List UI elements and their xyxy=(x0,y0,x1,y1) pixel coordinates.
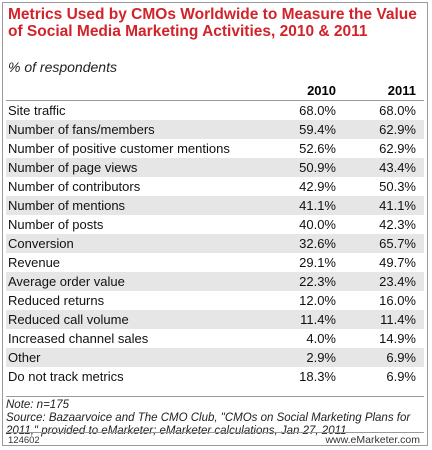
table-row: Reduced returns 12.0% 16.0% xyxy=(6,291,424,310)
value-2011: 62.9% xyxy=(379,141,416,156)
value-2010: 32.6% xyxy=(299,236,336,251)
value-2010: 40.0% xyxy=(299,217,336,232)
table-row: Increased channel sales 4.0% 14.9% xyxy=(6,329,424,348)
value-2010: 52.6% xyxy=(299,141,336,156)
table-row: Average order value 22.3% 23.4% xyxy=(6,272,424,291)
value-2010: 29.1% xyxy=(299,255,336,270)
value-2011: 68.0% xyxy=(379,103,416,118)
value-2010: 2.9% xyxy=(306,350,336,365)
note-text: Note: n=175 xyxy=(6,399,69,411)
table-row: Number of positive customer mentions 52.6… xyxy=(6,139,424,158)
value-2011: 23.4% xyxy=(379,274,416,289)
table-row: Number of fans/members 59.4% 62.9% xyxy=(6,120,424,139)
row-label: Conversion xyxy=(8,236,74,251)
row-label: Number of posts xyxy=(8,217,104,232)
table-row: Number of page views 50.9% 43.4% xyxy=(6,158,424,177)
row-label: Number of fans/members xyxy=(8,122,155,137)
table-row: Number of posts 40.0% 42.3% xyxy=(6,215,424,234)
chart-footnote: Note: n=175 Source: Bazaarvoice and The … xyxy=(6,396,424,438)
value-2010: 41.1% xyxy=(299,198,336,213)
row-label: Reduced call volume xyxy=(8,312,129,327)
data-table: 2010 2011 Site traffic 68.0% 68.0% Number o… xyxy=(6,82,424,386)
value-2010: 11.4% xyxy=(300,312,336,327)
table-body: Site traffic 68.0% 68.0% Number of fans/mem… xyxy=(6,101,424,386)
table-row: Number of mentions 41.1% 41.1% xyxy=(6,196,424,215)
row-label: Reduced returns xyxy=(8,293,105,308)
value-2011: 65.7% xyxy=(379,236,416,251)
row-label: Number of positive customer mentions xyxy=(8,141,230,156)
value-2011: 62.9% xyxy=(379,122,416,137)
row-label: Other xyxy=(8,350,41,365)
row-label: Average order value xyxy=(8,274,125,289)
value-2011: 50.3% xyxy=(379,179,416,194)
value-2011: 42.3% xyxy=(379,217,416,232)
row-label: Number of contributors xyxy=(8,179,141,194)
chart-title: Metrics Used by CMOs Worldwide to Measur… xyxy=(8,6,417,40)
row-label: Revenue xyxy=(8,255,61,270)
table-row: Other 2.9% 6.9% xyxy=(6,348,424,367)
value-2010: 4.0% xyxy=(306,331,336,346)
value-2010: 42.9% xyxy=(299,179,336,194)
value-2011: 41.1% xyxy=(379,198,416,213)
chart-frame: Metrics Used by CMOs Worldwide to Measur… xyxy=(2,2,428,446)
value-2011: 49.7% xyxy=(379,255,416,270)
value-2011: 14.9% xyxy=(379,331,416,346)
value-2010: 18.3% xyxy=(299,369,336,384)
source-text: Source: Bazaarvoice and The CMO Club, "C… xyxy=(6,412,411,437)
table-row: Conversion 32.6% 65.7% xyxy=(6,234,424,253)
table-row: Revenue 29.1% 49.7% xyxy=(6,253,424,272)
value-2010: 12.0% xyxy=(299,293,336,308)
value-2011: 43.4% xyxy=(379,160,416,175)
row-label: Site traffic xyxy=(8,103,66,118)
chart-subtitle: % of respondents xyxy=(8,59,117,75)
value-2011: 11.4% xyxy=(380,312,416,327)
chart-bottom-bar: 124602 www.eMarketer.com xyxy=(6,432,424,447)
row-label: Do not track metrics xyxy=(8,369,124,384)
table-header: 2010 2011 xyxy=(6,82,424,101)
value-2010: 59.4% xyxy=(299,122,336,137)
column-header-2011: 2011 xyxy=(387,83,416,98)
brand-logo-text: www.eMarketer.com xyxy=(325,434,420,446)
value-2011: 16.0% xyxy=(379,293,416,308)
row-label: Increased channel sales xyxy=(8,331,149,346)
row-label: Number of mentions xyxy=(8,198,126,213)
table-row: Do not track metrics 18.3% 6.9% xyxy=(6,367,424,386)
table-row: Number of contributors 42.9% 50.3% xyxy=(6,177,424,196)
table-row: Reduced call volume 11.4% 11.4% xyxy=(6,310,424,329)
value-2011: 6.9% xyxy=(386,350,416,365)
table-row: Site traffic 68.0% 68.0% xyxy=(6,101,424,120)
value-2010: 50.9% xyxy=(299,160,336,175)
value-2011: 6.9% xyxy=(386,369,416,384)
value-2010: 22.3% xyxy=(299,274,336,289)
column-header-2010: 2010 xyxy=(307,83,336,98)
chart-id: 124602 xyxy=(8,435,40,446)
row-label: Number of page views xyxy=(8,160,138,175)
value-2010: 68.0% xyxy=(299,103,336,118)
